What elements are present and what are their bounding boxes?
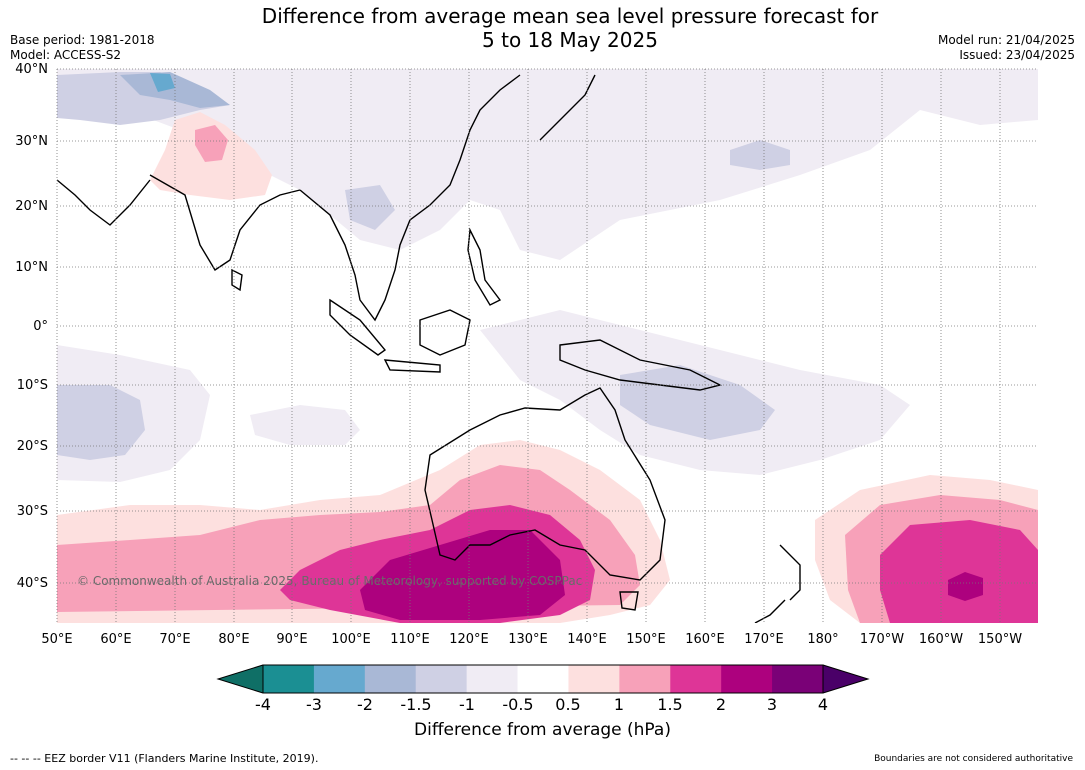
chart-title: Difference from average mean sea level p…	[150, 4, 990, 52]
anomaly-region-neg2	[150, 73, 175, 92]
lon-label: 150°E	[626, 632, 666, 647]
anomaly-region-neg1-indochina	[345, 185, 395, 230]
colorbar-swatch	[415, 665, 468, 693]
lat-label: 30°S	[16, 504, 48, 519]
colorbar-tick-label: -2	[357, 695, 373, 714]
colorbar-swatch	[721, 665, 773, 693]
anomaly-region-negative-north	[57, 69, 1038, 260]
colorbar-tick-label: -4	[255, 695, 271, 714]
colorbar-tick-label: 1	[613, 695, 625, 714]
colorbar-swatch	[568, 665, 620, 693]
lat-label: 10°S	[16, 378, 48, 393]
lon-label: 80°E	[218, 632, 250, 647]
coast-new-guinea	[559, 339, 723, 391]
anomaly-region-pos15-sepacific	[880, 520, 1038, 623]
title-line-1: Difference from average mean sea level p…	[261, 4, 879, 28]
lon-label: 110°E	[390, 632, 430, 647]
coast-japan	[539, 74, 596, 141]
issued-date: Issued: 23/04/2025	[959, 48, 1075, 62]
colorbar-label: Difference from average (hPa)	[414, 720, 671, 740]
anomaly-region-pos2-south	[360, 530, 565, 620]
colorbar-tick-label: 4	[817, 695, 829, 714]
anomaly-region-pos1-india	[195, 125, 228, 162]
lon-label: 60°E	[100, 632, 132, 647]
colorbar-swatch	[517, 665, 569, 693]
model-run: Model run: 21/04/2025	[937, 33, 1075, 47]
anomaly-region-pos2-sepacific	[948, 572, 983, 601]
coast-java	[383, 359, 441, 373]
colorbar-swatch	[313, 665, 366, 693]
colorbar-tick-label: 3	[766, 695, 778, 714]
copyright-notice: © Commonwealth of Australia 2025, Bureau…	[77, 574, 583, 588]
lat-label: 30°N	[15, 134, 48, 149]
colorbar-swatch	[364, 665, 417, 693]
colorbar-swatch	[772, 665, 824, 693]
lon-label: 160°W	[918, 632, 964, 647]
meta-left: Base period: 1981-2018 Model: ACCESS-S2	[10, 33, 155, 63]
lon-label: 70°E	[159, 632, 191, 647]
meta-right: Model run: 21/04/2025 Issued: 23/04/2025	[938, 33, 1075, 63]
colorbar-tick-label: 0.5	[555, 695, 581, 714]
colorbar-over-arrow	[823, 665, 868, 693]
colorbar-swatch	[466, 665, 519, 693]
lon-label: 90°E	[276, 632, 308, 647]
colorbar-swatch	[619, 665, 671, 693]
lon-label: 150°W	[977, 632, 1023, 647]
lat-label: 20°N	[15, 199, 48, 214]
lon-label: 160°E	[685, 632, 725, 647]
coast-india	[149, 174, 301, 271]
colorbar-under-arrow	[218, 665, 263, 693]
coast-asia-east	[299, 74, 521, 322]
coast-srilanka	[231, 268, 243, 292]
lon-label: 130°E	[508, 632, 548, 647]
model-name: Model: ACCESS-S2	[10, 48, 122, 62]
coast-borneo	[419, 309, 471, 356]
anomaly-region-negative-indian2	[250, 405, 360, 445]
lat-label: 0°	[33, 319, 48, 334]
base-period: Base period: 1981-2018	[10, 33, 155, 47]
colorbar-tick-label: -1.5	[400, 695, 432, 714]
anomaly-fields	[57, 69, 1038, 623]
boundaries-note: Boundaries are not considered authoritat…	[874, 754, 1073, 764]
coast-arabia	[57, 179, 151, 226]
title-line-2: 5 to 18 May 2025	[482, 28, 658, 52]
colorbar-tick-label: 2	[715, 695, 727, 714]
colorbar-swatch	[670, 665, 722, 693]
lon-label: 140°E	[567, 632, 607, 647]
colorbar	[216, 664, 870, 694]
lon-label: 120°E	[449, 632, 489, 647]
colorbar-swatch	[263, 665, 315, 693]
coast-tasmania	[619, 591, 639, 611]
lon-label: 170°E	[744, 632, 784, 647]
colorbar-tick-label: -1	[459, 695, 475, 714]
lon-label: 100°E	[331, 632, 371, 647]
anomaly-region-neg1-japan	[730, 140, 790, 170]
graticule	[56, 68, 1038, 623]
lon-label: 50°E	[41, 632, 73, 647]
colorbar-tick-label: 1.5	[657, 695, 683, 714]
lon-label: 180°	[807, 632, 839, 647]
anomaly-region-neg1-pacific	[620, 365, 775, 440]
lat-label: 20°S	[16, 439, 48, 454]
colorbar-tick-label: -0.5	[502, 695, 534, 714]
coastlines	[57, 74, 801, 623]
eez-footer: -- -- -- EEZ border V11 (Flanders Marine…	[10, 752, 319, 765]
anomaly-region-neg1-indian	[57, 385, 145, 460]
colorbar-tick-label: -3	[306, 695, 322, 714]
lat-label: 10°N	[15, 260, 48, 275]
coast-australia	[424, 387, 666, 581]
coast-new-zealand	[754, 544, 801, 623]
coast-sumatra	[329, 298, 387, 356]
lat-label: 40°S	[16, 576, 48, 591]
lon-label: 170°W	[859, 632, 905, 647]
lat-label: 40°N	[15, 62, 48, 77]
